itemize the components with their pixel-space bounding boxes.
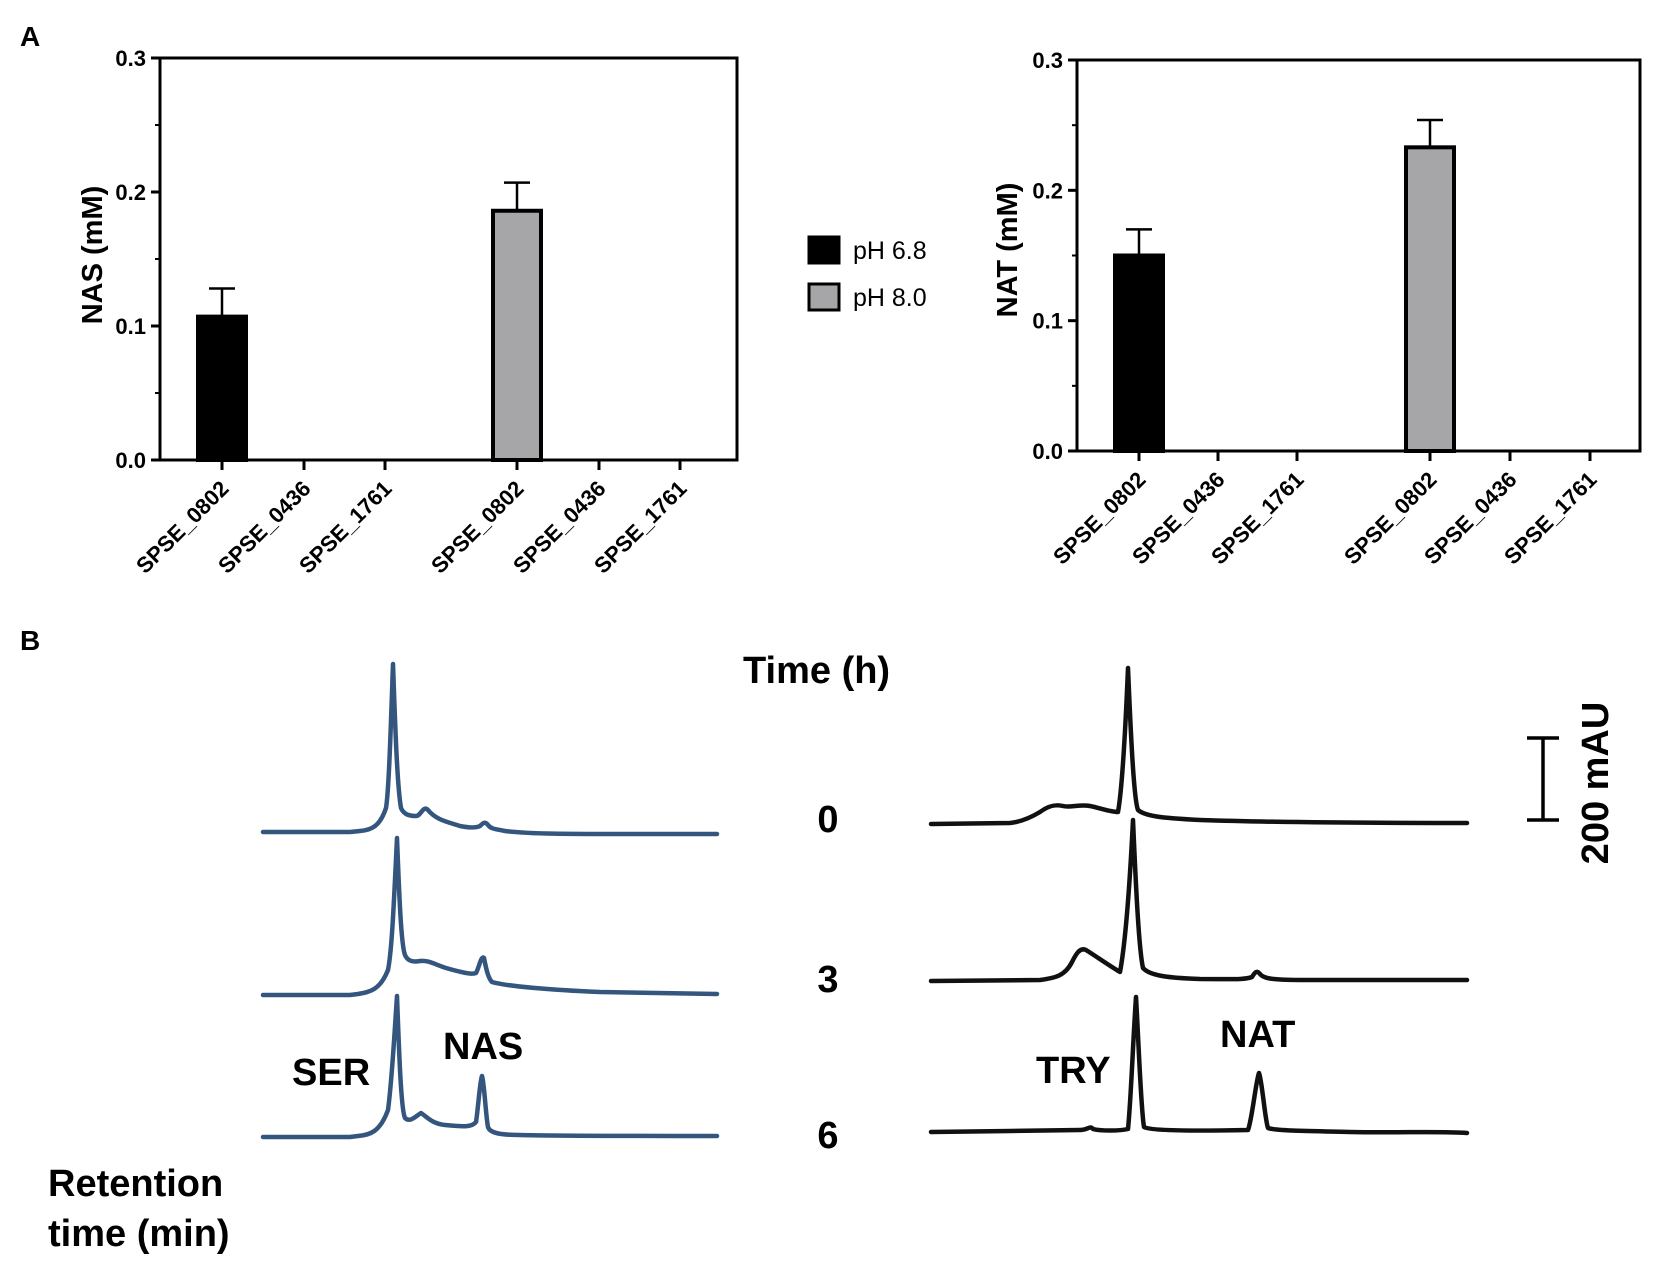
nat-y-tick-label: 0.0 [1032, 439, 1063, 464]
nas-peak-label: NAS [443, 1026, 523, 1068]
legend-swatch-ph80 [807, 282, 841, 312]
nat-bar-chart: NAT (mM) 0.00.10.20.3SPSE_0802SPSE_0436S… [992, 48, 1642, 569]
nat-bar [1113, 253, 1165, 453]
ser-trace-0h [260, 661, 720, 837]
retention-label-line2: time (min) [48, 1213, 230, 1255]
try-peak-label: TRY [1036, 1050, 1111, 1092]
try-trace-0h [928, 665, 1470, 827]
nas-bar [491, 208, 543, 462]
panel-b-label: B [20, 625, 40, 656]
nat-peak-label: NAT [1220, 1014, 1295, 1056]
legend-swatch-ph68 [807, 235, 841, 265]
try-nat-chromatograms [928, 665, 1470, 1136]
nat-y-tick-label: 0.2 [1032, 178, 1063, 203]
ser-nas-chromatograms [260, 661, 720, 1140]
time-label-3: 3 [817, 959, 838, 1001]
nat-y-tick-label: 0.1 [1032, 309, 1063, 334]
nas-bar [196, 314, 248, 462]
try-trace-6h [928, 994, 1470, 1136]
nas-y-tick-label: 0.2 [115, 180, 146, 205]
panel-a-label: A [20, 21, 40, 52]
try-trace-3h [928, 817, 1470, 984]
nas-y-axis-label: NAS (mM) [77, 186, 109, 325]
legend-label-ph80: pH 8.0 [853, 284, 927, 312]
legend-label-ph68: pH 6.8 [853, 237, 927, 265]
nat-y-axis-label: NAT (mM) [992, 183, 1024, 318]
nat-y-tick-label: 0.3 [1032, 48, 1063, 73]
ser-trace-6h [260, 993, 720, 1140]
nas-y-tick-label: 0.1 [115, 314, 146, 339]
nas-bar-chart: NAS (mM) 0.00.10.20.3SPSE_0802SPSE_0436S… [77, 46, 739, 578]
scale-bar [1527, 736, 1559, 822]
time-label-6: 6 [817, 1115, 838, 1157]
time-header: Time (h) [743, 650, 890, 692]
scale-bar-label: 200 mAU [1575, 702, 1617, 865]
nas-y-tick-label: 0.0 [115, 448, 146, 473]
legend: pH 6.8 pH 8.0 [807, 235, 927, 312]
time-label-0: 0 [817, 799, 838, 841]
ser-peak-label: SER [292, 1052, 370, 1094]
nas-y-tick-label: 0.3 [115, 46, 146, 71]
retention-label-line1: Retention [48, 1163, 223, 1205]
nat-bar [1404, 145, 1456, 453]
ser-trace-3h [260, 835, 720, 998]
